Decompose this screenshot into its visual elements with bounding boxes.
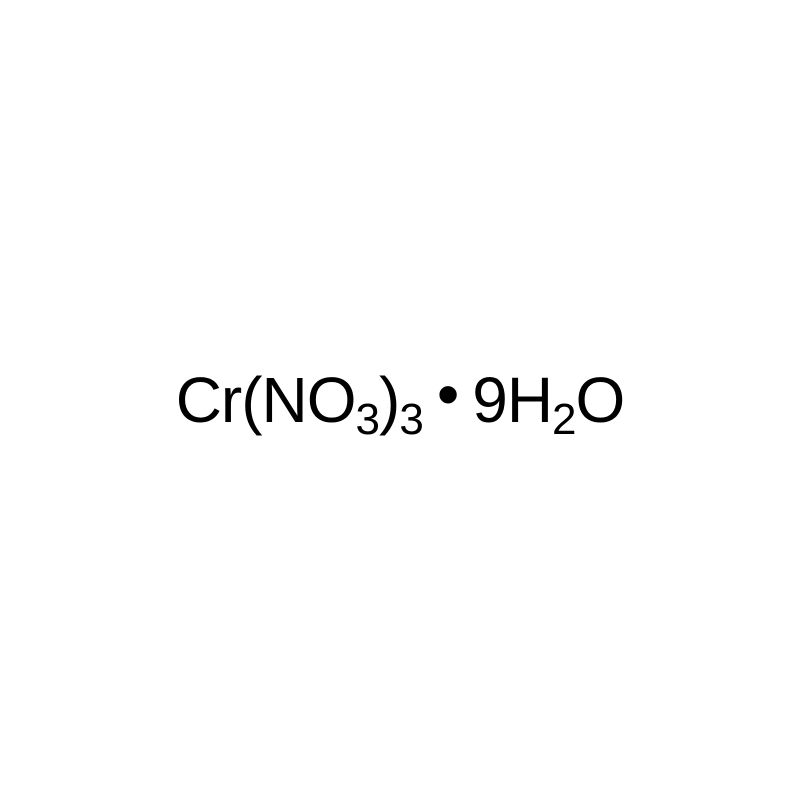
- formula-subscript: 3: [356, 395, 379, 445]
- formula-segment: Cr(NO: [176, 363, 356, 437]
- formula-segment: O: [576, 363, 625, 437]
- formula-hydrate-dot: •: [437, 357, 458, 431]
- formula-subscript: 3: [399, 395, 422, 445]
- chemical-formula: Cr(NO 3 ) 3 • 9H 2 O: [176, 363, 625, 437]
- formula-segment: 9H: [472, 363, 552, 437]
- formula-segment: ): [379, 363, 399, 437]
- formula-subscript: 2: [552, 395, 575, 445]
